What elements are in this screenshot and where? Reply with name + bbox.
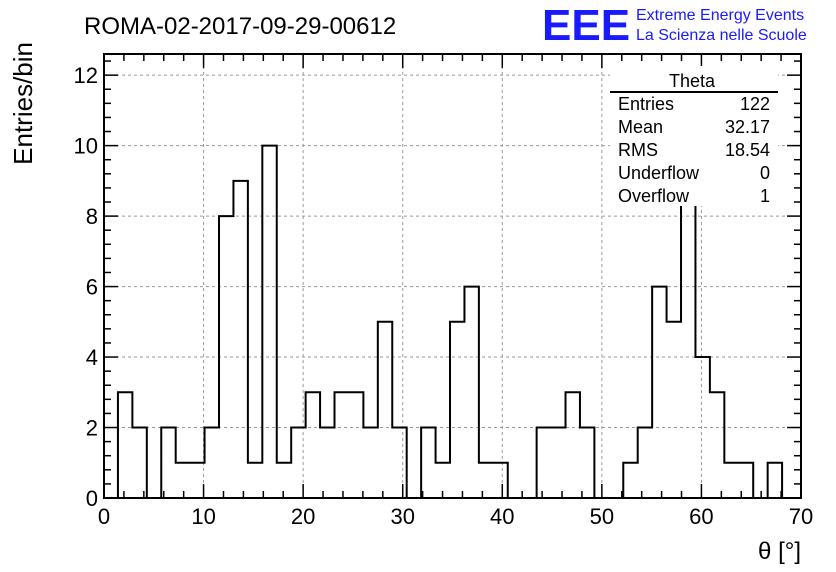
y-tick-label: 0 xyxy=(86,486,98,511)
histogram-bin xyxy=(421,428,435,498)
x-tick-label: 20 xyxy=(291,504,315,529)
stats-row-value: 0 xyxy=(760,163,770,183)
histogram-bin xyxy=(335,392,349,498)
y-tick-label: 4 xyxy=(86,345,98,370)
logo-line-1: Extreme Energy Events xyxy=(636,7,804,24)
x-tick-label: 40 xyxy=(490,504,514,529)
histogram-bin xyxy=(392,428,406,498)
histogram-bin xyxy=(349,392,363,498)
histogram-series xyxy=(116,74,784,499)
stats-row-label: Overflow xyxy=(618,186,690,206)
stats-rows: Entries 122 Mean 32.17 RMS 18.54 Underflow 0 Ove… xyxy=(618,94,770,206)
stats-row-label: Entries xyxy=(618,94,674,114)
histogram-bin xyxy=(623,463,637,498)
histogram-bin xyxy=(205,428,219,498)
chart-title: ROMA-02-2017-09-29-00612 xyxy=(84,13,396,40)
histogram-bin xyxy=(233,181,247,498)
histogram-bin xyxy=(537,428,551,498)
histogram-bin xyxy=(118,392,132,498)
histogram-bin xyxy=(450,322,464,498)
stats-row-label: Underflow xyxy=(618,163,700,183)
histogram-bin xyxy=(320,428,334,498)
axis-ticks xyxy=(103,54,802,499)
histogram-bin xyxy=(262,146,276,498)
stats-row-value: 1 xyxy=(760,186,770,206)
histogram-bin xyxy=(248,463,262,498)
y-tick-label: 10 xyxy=(74,134,98,159)
histogram-bin xyxy=(695,357,709,498)
histogram-bin xyxy=(306,392,320,498)
stats-row-value: 122 xyxy=(740,94,770,114)
stats-box-background xyxy=(610,66,778,206)
y-tick-label: 12 xyxy=(74,63,98,88)
histogram-bin xyxy=(190,463,204,498)
stats-row-label: RMS xyxy=(618,140,658,160)
plot-frame xyxy=(103,53,802,499)
histogram-bin xyxy=(667,322,681,498)
histogram-bin xyxy=(768,463,782,498)
x-tick-label: 50 xyxy=(590,504,614,529)
histogram-bin xyxy=(710,392,724,498)
x-axis-label: θ [°] xyxy=(758,538,801,565)
x-tick-label: 60 xyxy=(689,504,713,529)
x-tick-label: 70 xyxy=(789,504,813,529)
x-tick-label: 0 xyxy=(98,504,110,529)
x-tick-label: 10 xyxy=(191,504,215,529)
y-axis-label: Entries/bin xyxy=(8,42,38,165)
histogram-bin xyxy=(479,463,493,498)
stats-row-value: 32.17 xyxy=(725,117,770,137)
logo-line-2: La Scienza nelle Scuole xyxy=(636,27,807,44)
x-tick-label: 30 xyxy=(390,504,414,529)
histogram-bin xyxy=(652,287,666,498)
stats-row-value: 18.54 xyxy=(725,140,770,160)
histogram-bin xyxy=(580,428,594,498)
stats-box: Theta Entries 122 Mean 32.17 RMS 18.54 Underfl… xyxy=(610,66,778,206)
histogram-bin xyxy=(161,428,175,498)
histogram-bin xyxy=(724,463,738,498)
histogram-bin xyxy=(378,322,392,498)
stats-title: Theta xyxy=(669,71,716,91)
histogram-bin xyxy=(464,287,478,498)
y-tick-label: 2 xyxy=(86,416,98,441)
histogram-bin xyxy=(638,428,652,498)
stats-row-label: Mean xyxy=(618,117,663,137)
histogram-bin xyxy=(132,428,146,498)
histogram-bin xyxy=(363,428,377,498)
histogram-bin xyxy=(566,392,580,498)
logo-mark: EEE xyxy=(542,1,630,50)
y-tick-label: 6 xyxy=(86,275,98,300)
y-tick-label: 8 xyxy=(86,204,98,229)
histogram-bin xyxy=(493,463,507,498)
histogram-outline xyxy=(116,74,784,499)
histogram-bin xyxy=(551,428,565,498)
